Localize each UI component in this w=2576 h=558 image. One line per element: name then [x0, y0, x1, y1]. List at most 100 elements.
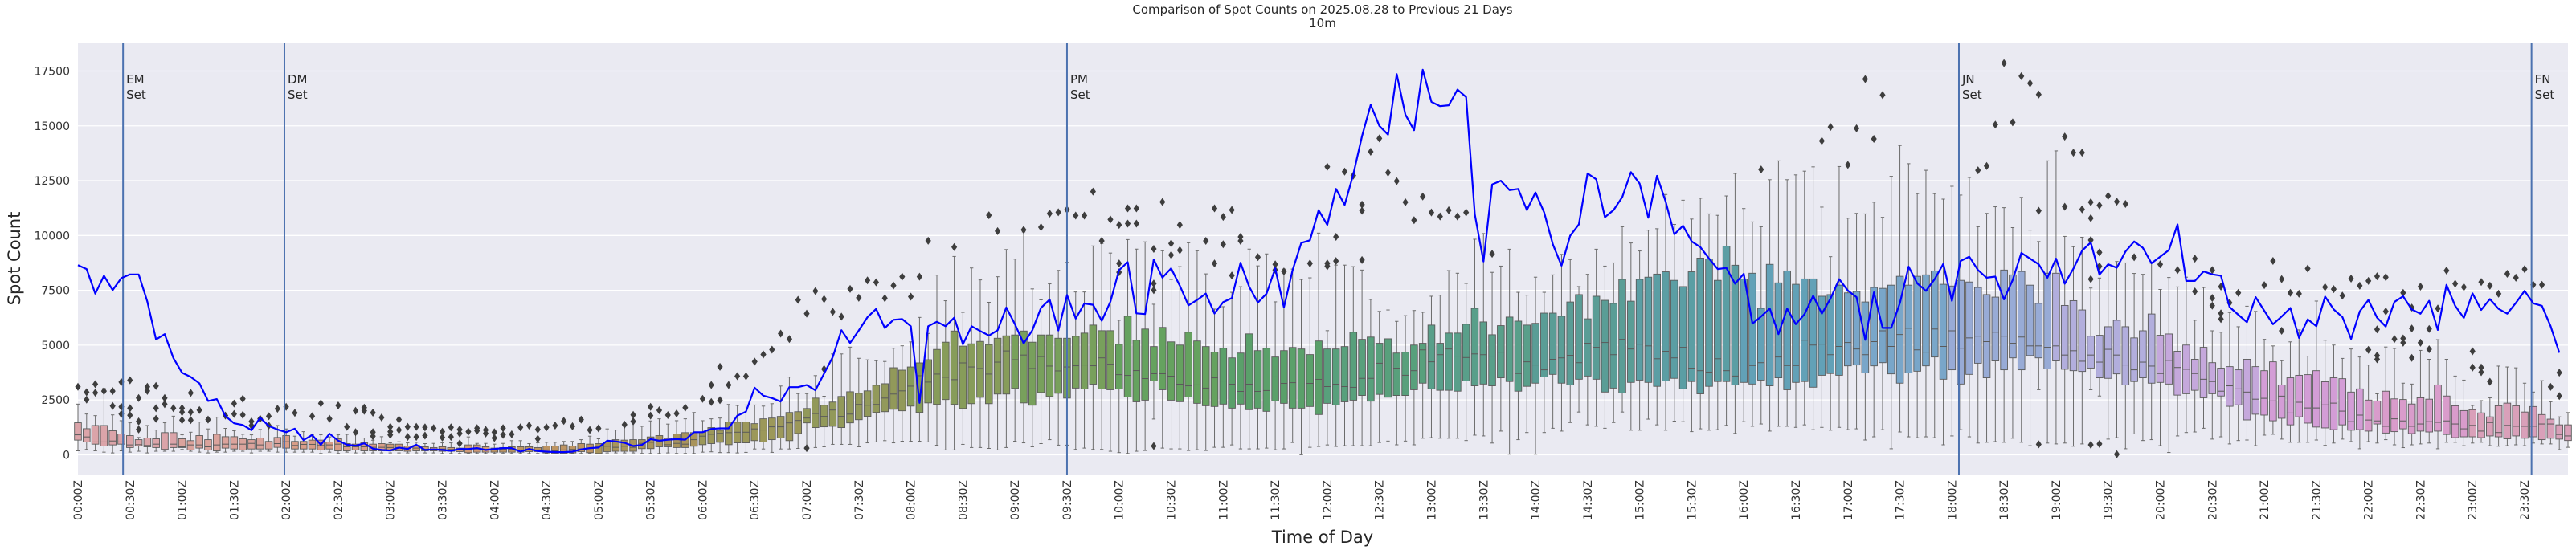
box	[2165, 277, 2173, 454]
box	[2295, 329, 2304, 443]
outlier-point	[1133, 204, 1139, 213]
outlier-point	[664, 410, 671, 419]
x-tick-label: 09:30Z	[1061, 480, 1074, 520]
outlier-point	[1758, 165, 1764, 174]
box-iqr	[1114, 344, 1123, 389]
outlier-point	[127, 404, 133, 413]
box	[2026, 230, 2034, 446]
box-iqr	[1870, 287, 1878, 367]
x-tick-label: 02:30Z	[333, 480, 346, 520]
outlier-point	[422, 423, 428, 432]
box-iqr	[2459, 409, 2468, 438]
box-iqr	[2165, 333, 2173, 385]
marker-label: DM	[288, 72, 308, 87]
x-tick-label: 03:30Z	[437, 480, 450, 520]
outlier-point	[1818, 136, 1825, 145]
box-iqr	[976, 340, 984, 398]
x-tick-label: 20:00Z	[2154, 480, 2167, 520]
box	[812, 375, 820, 448]
box	[2199, 287, 2208, 429]
outlier-point	[1384, 168, 1392, 177]
box-iqr	[195, 435, 203, 449]
outlier-point	[196, 405, 202, 414]
box-iqr	[221, 436, 230, 449]
box	[239, 434, 247, 452]
box	[595, 438, 603, 454]
box-iqr	[1731, 264, 1740, 385]
box	[1392, 320, 1401, 446]
outlier-point	[1437, 212, 1443, 221]
box-iqr	[1765, 263, 1774, 386]
box	[577, 439, 586, 454]
outlier-point	[2382, 307, 2389, 316]
box	[1315, 232, 1323, 447]
outlier-point	[1281, 267, 1287, 276]
box	[725, 404, 733, 454]
box	[1497, 265, 1505, 432]
box	[2537, 380, 2546, 445]
box-iqr	[620, 439, 629, 452]
outlier-point	[439, 427, 446, 436]
box	[1288, 268, 1297, 443]
box	[1783, 179, 1791, 427]
box-iqr	[2277, 384, 2286, 419]
box-iqr	[1913, 275, 1921, 372]
outlier-point	[630, 410, 636, 419]
box	[1262, 253, 1271, 449]
outlier-point	[2261, 281, 2267, 290]
box	[993, 276, 1002, 450]
outlier-point	[2357, 281, 2363, 290]
outlier-point	[1411, 216, 1417, 225]
box	[1488, 271, 1496, 444]
box	[1410, 310, 1418, 446]
outlier-point	[1333, 257, 1339, 266]
outlier-point	[1159, 198, 1166, 206]
outlier-point	[2426, 345, 2432, 354]
box	[542, 442, 550, 454]
box	[1253, 265, 1262, 450]
outlier-point	[2062, 202, 2068, 211]
box-iqr	[855, 393, 863, 421]
outlier-point	[352, 406, 359, 415]
outlier-point	[92, 380, 99, 389]
outlier-point	[2426, 324, 2432, 333]
x-tick-label: 03:00Z	[385, 480, 398, 520]
box-iqr	[2537, 413, 2546, 441]
box-iqr	[2521, 411, 2529, 439]
x-tick-label: 20:30Z	[2206, 480, 2219, 520]
box-iqr	[1392, 352, 1401, 396]
box	[1470, 238, 1479, 436]
box-iqr	[2486, 416, 2494, 437]
box	[716, 417, 724, 454]
box-iqr	[2407, 403, 2416, 434]
box-iqr	[325, 441, 333, 450]
outlier-point	[1037, 222, 1045, 231]
box-iqr	[716, 430, 724, 443]
outlier-point	[2304, 264, 2311, 273]
outlier-point	[153, 381, 159, 390]
outlier-point	[274, 405, 280, 413]
box	[1306, 277, 1315, 448]
box-iqr	[2295, 374, 2304, 417]
outlier-point	[2087, 275, 2094, 283]
box	[846, 346, 854, 445]
box	[2555, 416, 2563, 450]
x-tick-label: 10:00Z	[1114, 480, 1126, 520]
outlier-point	[144, 382, 150, 391]
outlier-point	[760, 350, 767, 359]
box-iqr	[1722, 246, 1731, 382]
outlier-point	[205, 415, 211, 424]
outlier-point	[1020, 226, 1027, 234]
x-tick-label: 19:30Z	[2103, 480, 2116, 520]
outlier-point	[1393, 177, 1400, 185]
box-iqr	[1123, 316, 1132, 397]
box	[1210, 308, 1219, 448]
box	[889, 348, 898, 444]
outlier-point	[456, 429, 463, 438]
x-tick-label: 18:00Z	[1946, 480, 1959, 520]
outlier-point	[2105, 192, 2112, 201]
outlier-point	[2270, 257, 2276, 266]
box-iqr	[2226, 366, 2234, 407]
outlier-point	[2174, 266, 2181, 275]
